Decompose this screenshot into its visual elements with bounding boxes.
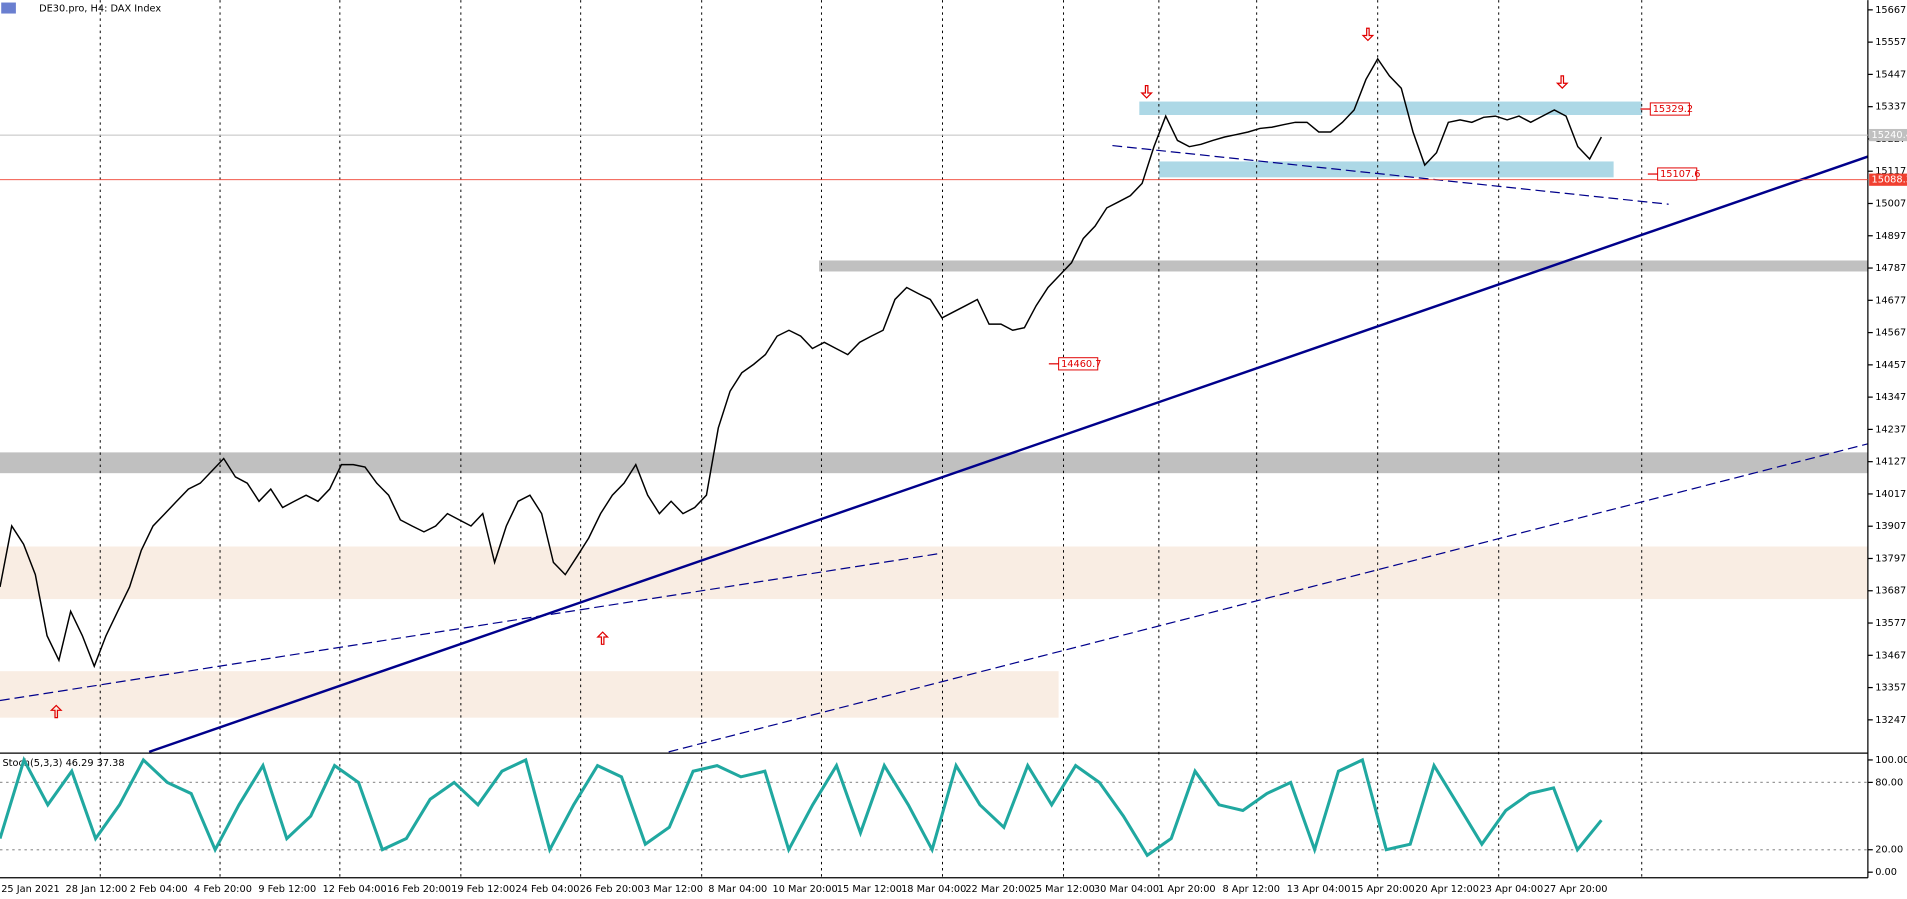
trendline [668, 443, 1869, 753]
y-tick-label: 14237.2 [1875, 424, 1907, 435]
x-tick-label: 15 Apr 20:00 [1351, 884, 1415, 895]
series-line [0, 755, 1603, 858]
label-box [1058, 357, 1099, 371]
x-tick-label: 23 Apr 04:00 [1480, 884, 1544, 895]
y-tick-label: 14457.2 [1875, 360, 1907, 371]
y-tick-label: 15667.2 [1875, 5, 1907, 16]
trendline [0, 553, 938, 702]
label-text: 15329.2 [1653, 104, 1693, 115]
x-tick-label: 15 Mar 12:00 [837, 884, 902, 895]
arrow [49, 704, 63, 719]
x-tick-label: 30 Mar 04:00 [1094, 884, 1159, 895]
zones [0, 101, 1868, 718]
x-tick-label: 16 Feb 20:00 [387, 884, 451, 895]
arrow [1361, 27, 1375, 42]
zone [1139, 101, 1642, 115]
y-tick-label: 15557.2 [1875, 37, 1907, 48]
x-tick-label: 8 Mar 04:00 [708, 884, 767, 895]
zone [0, 452, 1868, 474]
x-tick-label: 18 Mar 04:00 [901, 884, 966, 895]
x-tick-label: 19 Feb 12:00 [451, 884, 515, 895]
x-tick-label: 10 Mar 20:00 [773, 884, 838, 895]
y-tick-label: 13467.2 [1875, 650, 1907, 661]
y-tick-label: 0.00 [1875, 867, 1897, 878]
x-tick-label: 26 Feb 20:00 [580, 884, 644, 895]
x-tick-label: 24 Feb 04:00 [515, 884, 579, 895]
y-tick-label: 14897.2 [1875, 231, 1907, 242]
y-tick-label: 13577.2 [1875, 618, 1907, 629]
zone [0, 546, 1868, 600]
price-tag-label: 15088.3 [1872, 175, 1907, 186]
label-text: 15107.6 [1660, 169, 1700, 180]
y-tick-label: 14567.2 [1875, 328, 1907, 339]
arrow [1140, 85, 1154, 99]
y-tick-label: 14677.2 [1875, 295, 1907, 306]
price-tag-label: 15240.4 [1872, 130, 1907, 141]
x-tick-label: 4 Feb 20:00 [194, 884, 252, 895]
trendline [148, 155, 1869, 754]
y-tick-label: 20.00 [1875, 845, 1903, 856]
x-tick-label: 28 Jan 12:00 [65, 884, 127, 895]
x-tick-label: 12 Feb 04:00 [323, 884, 387, 895]
y-tick-label: 15447.2 [1875, 69, 1907, 80]
y-tick-label: 15007.2 [1875, 198, 1907, 209]
y-tick-label: 15117.2 [1875, 166, 1907, 177]
y-tick-label: 80.00 [1875, 777, 1903, 788]
y-tick-label: 14127.2 [1875, 457, 1907, 468]
x-tick-label: 9 Feb 12:00 [258, 884, 316, 895]
zone [1158, 161, 1614, 178]
zone [819, 260, 1868, 272]
x-tick-label: 1 Apr 20:00 [1158, 884, 1215, 895]
y-tick-label: 14347.2 [1875, 392, 1907, 403]
label-box [1649, 102, 1690, 116]
arrow [1555, 75, 1569, 89]
y-tick-label: 14017.2 [1875, 489, 1907, 500]
x-tick-label: 25 Mar 12:00 [1030, 884, 1095, 895]
indicator-title: Stoch(5,3,3) 46.29 37.38 [2, 758, 124, 769]
zone [0, 671, 1059, 718]
label-text: 14460.7 [1061, 359, 1101, 370]
x-tick-label: 20 Apr 12:00 [1415, 884, 1479, 895]
y-tick-label: 100.00 [1875, 755, 1907, 766]
y-tick-label: 13797.2 [1875, 553, 1907, 564]
y-tick-label: 15337.2 [1875, 102, 1907, 113]
trendlines [0, 144, 1869, 754]
symbol-icon [1, 2, 16, 14]
symbol-title: DE30.pro, H4: DAX Index [39, 4, 161, 15]
price-tag [1869, 173, 1907, 186]
arrows [49, 27, 1569, 719]
y-tick-label: 13687.2 [1875, 586, 1907, 597]
label-box [1657, 167, 1698, 181]
price-tag [1869, 128, 1907, 142]
x-tick-label: 22 Mar 20:00 [965, 884, 1030, 895]
y-tick-label: 13907.2 [1875, 521, 1907, 532]
x-tick-label: 13 Apr 04:00 [1287, 884, 1351, 895]
x-tick-label: 27 Apr 20:00 [1544, 884, 1608, 895]
x-tick-label: 2 Feb 04:00 [130, 884, 188, 895]
y-tick-label: 13357.2 [1875, 683, 1907, 694]
x-tick-label: 25 Jan 2021 [1, 884, 60, 895]
trendline [1112, 144, 1669, 205]
arrow [596, 631, 610, 645]
y-tick-label: 13247.2 [1875, 715, 1907, 726]
x-tick-label: 8 Apr 12:00 [1222, 884, 1279, 895]
x-tick-label: 3 Mar 12:00 [644, 884, 703, 895]
series-line [0, 57, 1603, 669]
y-tick-label: 14787.2 [1875, 263, 1907, 274]
